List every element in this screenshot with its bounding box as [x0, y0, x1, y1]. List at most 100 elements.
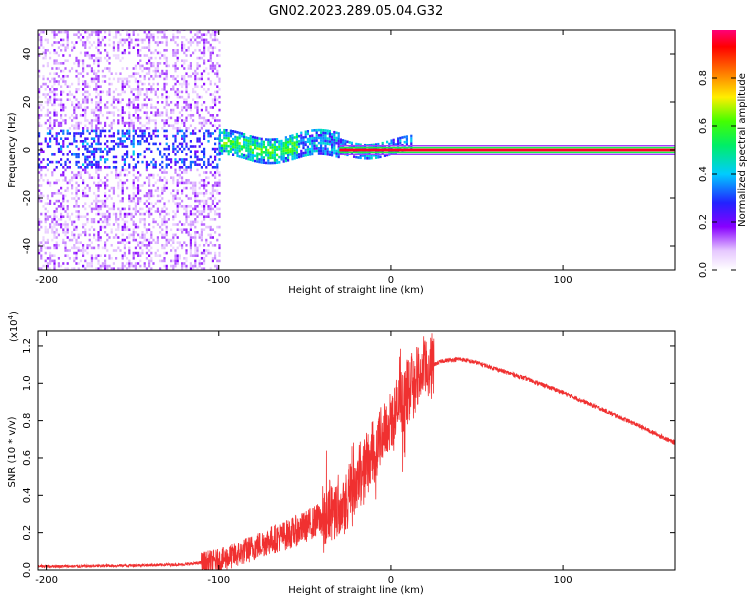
heatmap-cell: [181, 150, 184, 153]
heatmap-cell: [53, 137, 56, 140]
heatmap-cell: [75, 225, 78, 229]
heatmap-cell: [223, 147, 226, 150]
heatmap-cell: [62, 197, 65, 200]
heatmap-cell: [181, 77, 184, 81]
heatmap-cell: [216, 166, 219, 169]
heatmap-cell: [132, 199, 135, 203]
heatmap-cell: [185, 108, 188, 112]
heatmap-cell: [267, 151, 270, 154]
heatmap-cell: [84, 30, 87, 34]
heatmap-cell: [134, 186, 137, 190]
heatmap-cell: [71, 267, 74, 270]
heatmap-cell: [73, 267, 76, 270]
heatmap-cell: [95, 101, 98, 104]
heatmap-cell: [49, 90, 52, 94]
heatmap-cell: [324, 139, 327, 143]
heatmap-cell: [44, 173, 47, 177]
heatmap-cell: [137, 153, 140, 156]
heatmap-cell: [152, 173, 155, 177]
heatmap-cell: [128, 51, 131, 55]
heatmap-cell: [207, 197, 210, 200]
heatmap-cell: [232, 137, 235, 141]
heatmap-cell: [176, 207, 179, 211]
heatmap-cell: [49, 111, 52, 114]
heatmap-cell: [145, 205, 148, 208]
heatmap-cell: [49, 132, 52, 135]
heatmap-cell: [84, 259, 87, 263]
heatmap-cell: [167, 218, 170, 221]
heatmap-cell: [172, 233, 175, 237]
heatmap-cell: [62, 103, 65, 107]
heatmap-cell: [185, 119, 188, 122]
heatmap-cell: [236, 136, 239, 139]
heatmap-cell: [143, 194, 146, 198]
heatmap-cell: [106, 140, 109, 143]
heatmap-cell: [90, 257, 93, 260]
heatmap-cell: [84, 137, 87, 140]
heatmap-cell: [216, 38, 219, 42]
heatmap-cell: [194, 254, 197, 257]
heatmap-cell: [353, 150, 356, 153]
heatmap-cell: [106, 223, 109, 226]
heatmap-cell: [62, 238, 65, 242]
heatmap-cell: [126, 153, 129, 156]
heatmap-cell: [189, 30, 192, 34]
heatmap-cell: [243, 153, 246, 157]
heatmap-cell: [183, 62, 186, 65]
heatmap-cell: [38, 163, 41, 166]
heatmap-cell: [104, 36, 107, 39]
heatmap-cell: [289, 137, 292, 141]
heatmap-cell: [62, 90, 65, 94]
heatmap-cell: [238, 134, 241, 137]
heatmap-cell: [64, 121, 67, 125]
heatmap-cell: [55, 93, 58, 96]
heatmap-cell: [79, 33, 82, 36]
heatmap-cell: [126, 215, 129, 218]
heatmap-cell: [95, 202, 98, 205]
heatmap-cell: [55, 199, 58, 203]
heatmap-cell: [143, 220, 146, 224]
heatmap-cell: [95, 171, 98, 174]
heatmap-cell: [181, 59, 184, 62]
heatmap-cell: [203, 153, 206, 156]
heatmap-cell: [99, 264, 102, 268]
heatmap-cell: [126, 186, 129, 190]
heatmap-cell: [156, 88, 159, 91]
heatmap-cell: [156, 236, 159, 239]
heatmap-cell: [165, 108, 168, 112]
heatmap-cell: [165, 238, 168, 242]
heatmap-cell: [181, 176, 184, 179]
heatmap-cell: [121, 238, 124, 242]
heatmap-cell: [189, 155, 192, 159]
heatmap-cell: [192, 119, 195, 122]
heatmap-cell: [194, 75, 197, 78]
heatmap-cell: [148, 56, 151, 60]
heatmap-cell: [75, 241, 78, 244]
heatmap-cell: [161, 114, 164, 117]
heatmap-cell: [108, 82, 111, 86]
heatmap-cell: [183, 147, 186, 151]
heatmap-cell: [117, 80, 120, 83]
heatmap-cell: [97, 77, 100, 81]
heatmap-cell: [150, 267, 153, 270]
heatmap-cell: [203, 82, 206, 86]
heatmap-cell: [154, 220, 157, 224]
heatmap-cell: [181, 228, 184, 231]
heatmap-cell: [156, 249, 159, 252]
heatmap-cell: [143, 218, 146, 221]
heatmap-cell: [324, 129, 327, 132]
heatmap-cell: [337, 134, 340, 138]
heatmap-cell: [132, 192, 135, 195]
heatmap-cell: [134, 98, 137, 101]
heatmap-cell: [126, 137, 129, 140]
heatmap-cell: [44, 218, 47, 221]
heatmap-cell: [165, 220, 168, 224]
heatmap-cell: [148, 116, 151, 120]
heatmap-cell: [205, 238, 208, 242]
heatmap-cell: [176, 202, 179, 205]
heatmap-cell: [121, 189, 124, 192]
heatmap-cell: [55, 140, 58, 143]
heatmap-cell: [62, 43, 65, 47]
heatmap-cell: [397, 145, 400, 148]
heatmap-cell: [267, 141, 270, 144]
